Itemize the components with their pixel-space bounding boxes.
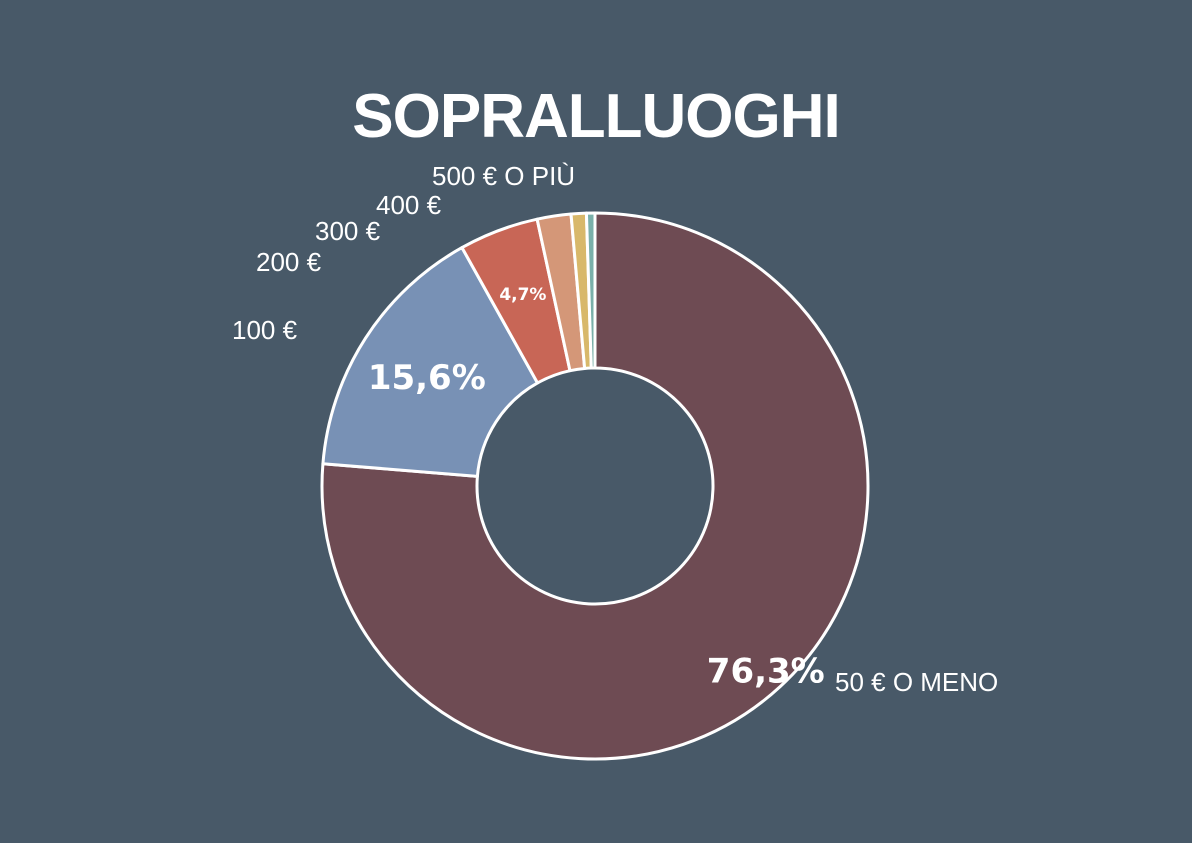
category-label-400: 400 € <box>376 190 442 220</box>
slice-0 <box>320 211 870 761</box>
slices-group <box>320 211 870 761</box>
category-label-500-or-more: 500 € O PIÙ <box>432 161 575 191</box>
value-label-1: 15,6% <box>368 358 486 398</box>
slice-5 <box>584 211 597 370</box>
slice-1 <box>321 246 540 478</box>
category-label-100: 100 € <box>232 315 298 345</box>
category-label-200: 200 € <box>256 247 322 277</box>
value-label-0: 76,3% <box>707 651 825 691</box>
value-label-2: 4,7% <box>499 285 546 305</box>
category-label-50-or-less: 50 € O MENO <box>835 667 998 697</box>
category-label-300: 300 € <box>315 216 381 246</box>
chart-title: SOPRALLUOGHI <box>352 82 839 151</box>
value-labels-group: 76,3% 15,6% 4,7% <box>368 285 825 691</box>
